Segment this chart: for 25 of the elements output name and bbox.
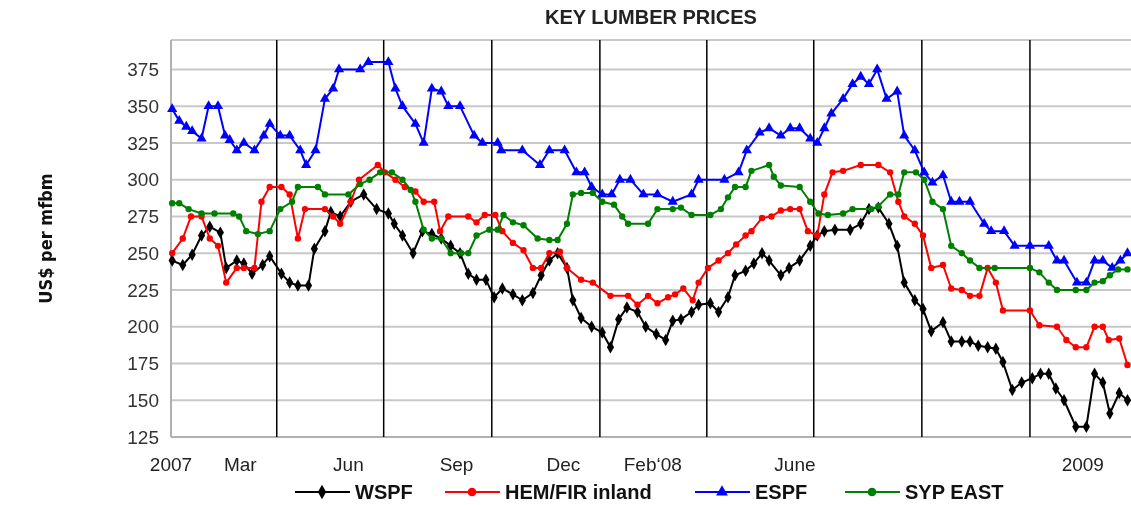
x-tick-label: Jun: [333, 454, 364, 475]
legend-label: SYP EAST: [905, 481, 1004, 503]
x-tick-label: June: [774, 454, 816, 475]
x-tick-label: Sep: [439, 454, 474, 475]
y-axis-title: US$ per mfbm: [35, 173, 56, 304]
y-tick-label: 125: [127, 426, 159, 448]
y-tick-label: 150: [127, 389, 159, 411]
y-tick-label: 200: [127, 316, 159, 338]
y-tick-label: 350: [127, 95, 159, 117]
legend-label: ESPF: [755, 481, 808, 503]
legend-label: WSPF: [355, 481, 413, 503]
x-tick-label: 2009: [1061, 454, 1104, 475]
y-tick-label: 300: [127, 169, 159, 191]
y-tick-label: 375: [127, 59, 159, 81]
x-tick-label: Dec: [546, 454, 581, 475]
legend-label: HEM/FIR inland: [505, 481, 652, 503]
y-tick-label: 225: [127, 279, 159, 301]
x-tick-label: Mar: [223, 454, 258, 475]
x-tick-label: Feb‘08: [623, 454, 682, 475]
y-tick-label: 325: [127, 132, 159, 154]
y-tick-label: 250: [127, 242, 159, 264]
x-tick-label: 2007: [149, 454, 193, 475]
y-tick-label: 275: [127, 206, 159, 228]
y-tick-label: 175: [127, 353, 159, 375]
chart-title: KEY LUMBER PRICES: [545, 6, 757, 28]
